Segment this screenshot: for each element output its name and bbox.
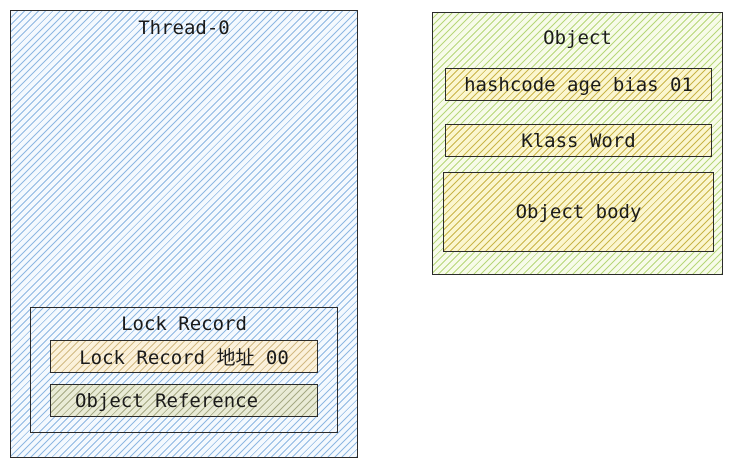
klass-word-label: Klass Word <box>521 129 636 152</box>
object-reference-field: Object Reference <box>50 384 318 417</box>
thread-frame: Thread-0 Lock Record Lock Record 地址 00 O… <box>10 10 358 458</box>
object-title: Object <box>543 27 612 49</box>
mark-word-label: hashcode age bias 01 <box>464 73 693 96</box>
thread-title: Thread-0 <box>138 17 230 39</box>
object-reference-label: Object Reference <box>75 389 259 412</box>
lock-record-title: Lock Record <box>121 313 247 335</box>
lock-record-address-field: Lock Record 地址 00 <box>50 340 318 373</box>
object-body-label: Object body <box>515 201 642 223</box>
mark-word-field: hashcode age bias 01 <box>445 68 712 101</box>
lock-record-box: Lock Record Lock Record 地址 00 Object Ref… <box>30 307 338 433</box>
klass-word-field: Klass Word <box>445 124 712 157</box>
lock-record-address-label: Lock Record 地址 00 <box>79 347 289 369</box>
object-frame: Object hashcode age bias 01 Klass Word O… <box>432 12 723 275</box>
object-body-field: Object body <box>443 172 714 252</box>
